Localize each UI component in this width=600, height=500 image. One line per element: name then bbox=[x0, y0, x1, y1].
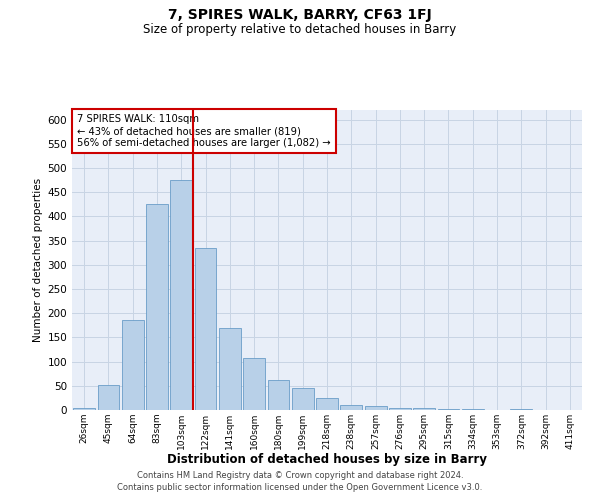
Bar bbox=[243, 358, 265, 410]
Bar bbox=[462, 409, 484, 410]
Bar bbox=[340, 404, 362, 410]
Bar bbox=[389, 408, 411, 410]
Bar bbox=[73, 408, 95, 410]
Bar bbox=[97, 385, 119, 410]
Bar bbox=[268, 380, 289, 410]
Bar bbox=[365, 406, 386, 410]
Text: Size of property relative to detached houses in Barry: Size of property relative to detached ho… bbox=[143, 22, 457, 36]
Bar bbox=[146, 204, 168, 410]
Bar bbox=[413, 408, 435, 410]
Text: Contains HM Land Registry data © Crown copyright and database right 2024.: Contains HM Land Registry data © Crown c… bbox=[137, 470, 463, 480]
Bar bbox=[194, 248, 217, 410]
Bar bbox=[170, 180, 192, 410]
Bar bbox=[437, 409, 460, 410]
Text: 7, SPIRES WALK, BARRY, CF63 1FJ: 7, SPIRES WALK, BARRY, CF63 1FJ bbox=[168, 8, 432, 22]
Bar bbox=[122, 320, 143, 410]
Bar bbox=[292, 388, 314, 410]
Text: 7 SPIRES WALK: 110sqm
← 43% of detached houses are smaller (819)
56% of semi-det: 7 SPIRES WALK: 110sqm ← 43% of detached … bbox=[77, 114, 331, 148]
Y-axis label: Number of detached properties: Number of detached properties bbox=[33, 178, 43, 342]
Bar bbox=[316, 398, 338, 410]
Bar bbox=[219, 328, 241, 410]
Text: Contains public sector information licensed under the Open Government Licence v3: Contains public sector information licen… bbox=[118, 483, 482, 492]
Bar bbox=[511, 408, 532, 410]
Text: Distribution of detached houses by size in Barry: Distribution of detached houses by size … bbox=[167, 452, 487, 466]
